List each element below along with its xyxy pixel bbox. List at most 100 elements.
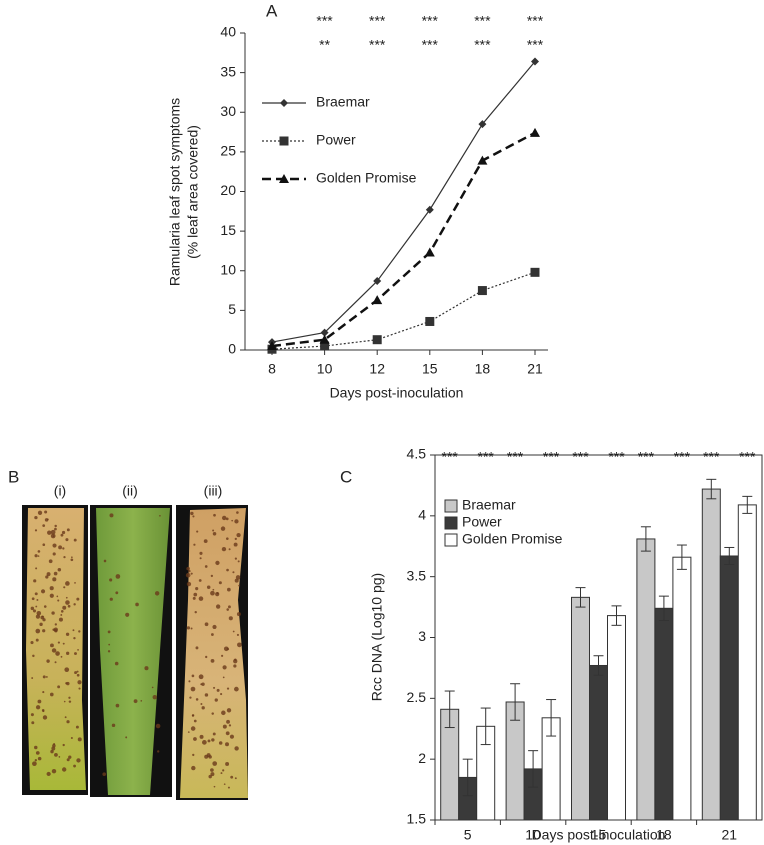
spot <box>234 519 239 524</box>
significance: *** <box>608 449 625 465</box>
spot <box>37 550 41 553</box>
spot <box>57 599 60 602</box>
y-tick-label: 40 <box>220 24 236 40</box>
significance: *** <box>474 13 491 29</box>
spot <box>135 602 139 607</box>
spot <box>65 600 70 605</box>
spot <box>225 742 230 747</box>
spot <box>46 518 49 521</box>
spot <box>52 552 56 556</box>
significance: *** <box>422 13 439 29</box>
spot <box>35 628 41 634</box>
spot <box>212 529 215 532</box>
spot <box>226 568 229 572</box>
spot <box>192 596 196 600</box>
significance: ** <box>319 37 330 53</box>
spot <box>37 699 42 704</box>
y-tick-label: 1.5 <box>407 811 427 827</box>
spot <box>236 532 241 538</box>
spot <box>72 629 75 632</box>
spot <box>234 777 237 780</box>
significance: *** <box>703 449 720 465</box>
spot <box>222 724 227 729</box>
spot <box>54 527 57 531</box>
spot <box>64 716 67 719</box>
spot <box>42 524 46 528</box>
spot <box>227 786 230 789</box>
spot <box>193 592 198 597</box>
spot <box>37 510 43 515</box>
spot <box>222 665 227 670</box>
legend-label: Power <box>462 514 502 530</box>
spot <box>35 567 38 570</box>
significance: *** <box>422 37 439 53</box>
spot <box>73 603 76 606</box>
spot <box>60 614 63 616</box>
spot <box>34 529 38 532</box>
spot <box>211 712 214 715</box>
spot <box>77 649 79 651</box>
spot <box>212 624 217 630</box>
spot <box>213 513 216 517</box>
spot <box>234 578 239 583</box>
spot <box>234 557 237 560</box>
spot <box>31 677 34 680</box>
spot <box>228 616 233 621</box>
spot <box>41 709 45 712</box>
spot <box>57 567 62 572</box>
spot <box>222 676 225 679</box>
spot <box>220 526 226 531</box>
spot <box>188 680 191 683</box>
spot <box>201 706 205 710</box>
spot <box>227 587 231 592</box>
leaf-label: (iii) <box>204 483 223 499</box>
spot <box>35 751 40 755</box>
spot <box>63 556 66 559</box>
significance: *** <box>474 37 491 53</box>
spot <box>226 719 230 724</box>
spot <box>235 575 241 580</box>
spot <box>204 622 209 627</box>
panel-label: C <box>340 467 352 486</box>
bar <box>701 488 721 821</box>
spot <box>210 768 214 772</box>
spot <box>74 671 78 675</box>
spot <box>223 646 229 652</box>
spot <box>210 659 215 663</box>
spot <box>68 755 72 759</box>
spot <box>186 566 190 571</box>
bar <box>719 555 739 821</box>
spot <box>212 532 217 536</box>
y-tick-label: 4 <box>418 507 426 523</box>
spot <box>195 698 199 701</box>
spot <box>61 767 67 772</box>
x-tick-label: 15 <box>422 361 438 377</box>
spot <box>186 626 191 630</box>
spot <box>62 743 65 747</box>
spot <box>51 611 55 615</box>
series-line <box>271 271 536 350</box>
significance: *** <box>507 449 524 465</box>
spot <box>190 686 196 692</box>
spot <box>115 591 119 595</box>
bar <box>737 504 757 821</box>
y-tick-label: 15 <box>220 222 236 238</box>
marker <box>319 334 330 344</box>
spot <box>226 537 229 540</box>
significance: *** <box>478 449 495 465</box>
y-tick-label: 0 <box>228 341 236 357</box>
spot <box>44 510 48 514</box>
y-axis-label: Rcc DNA (Log10 pg) <box>369 573 385 701</box>
spot <box>71 556 73 559</box>
spot <box>60 655 63 658</box>
spot <box>51 648 57 653</box>
spot <box>52 577 57 582</box>
spot <box>65 581 70 586</box>
spot <box>210 633 214 636</box>
significance: *** <box>739 449 756 465</box>
spot <box>204 693 209 697</box>
spot <box>220 692 223 696</box>
y-axis-label: (% leaf area covered) <box>185 125 201 259</box>
spot <box>73 538 77 542</box>
spot <box>206 585 211 590</box>
